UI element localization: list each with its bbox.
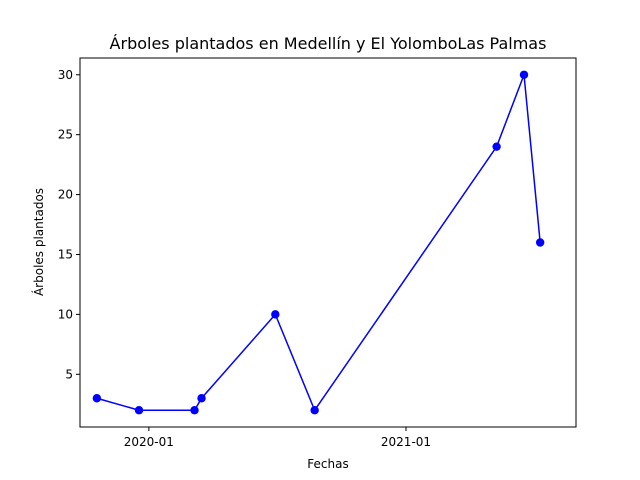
data-point [535, 238, 545, 247]
x-axis: 2020-01 2021-01 [124, 427, 431, 449]
y-tick-label: 20 [58, 188, 73, 202]
y-tick-label: 30 [58, 68, 73, 82]
plot-area [92, 70, 545, 415]
y-tick-label: 5 [65, 367, 73, 381]
chart-title: Árboles plantados en Medellín y El Yolom… [110, 34, 547, 53]
data-point [492, 142, 501, 151]
x-axis-label: Fechas [307, 457, 348, 471]
y-tick-label: 15 [58, 247, 73, 261]
data-point [190, 406, 199, 415]
y-axis-label: Árboles plantados [31, 188, 46, 296]
data-point [271, 310, 280, 319]
data-point [134, 406, 144, 415]
data-point [197, 394, 206, 403]
data-point [92, 394, 102, 403]
data-point [310, 406, 319, 415]
x-tick-label: 2021-01 [381, 435, 431, 449]
y-tick-label: 25 [58, 128, 73, 142]
data-point [519, 70, 529, 79]
plot-frame [79, 57, 577, 428]
y-axis: 5 10 15 20 25 30 [58, 68, 80, 381]
y-tick-label: 10 [58, 307, 73, 321]
x-tick-label: 2020-01 [124, 435, 174, 449]
series-line [96, 74, 541, 412]
